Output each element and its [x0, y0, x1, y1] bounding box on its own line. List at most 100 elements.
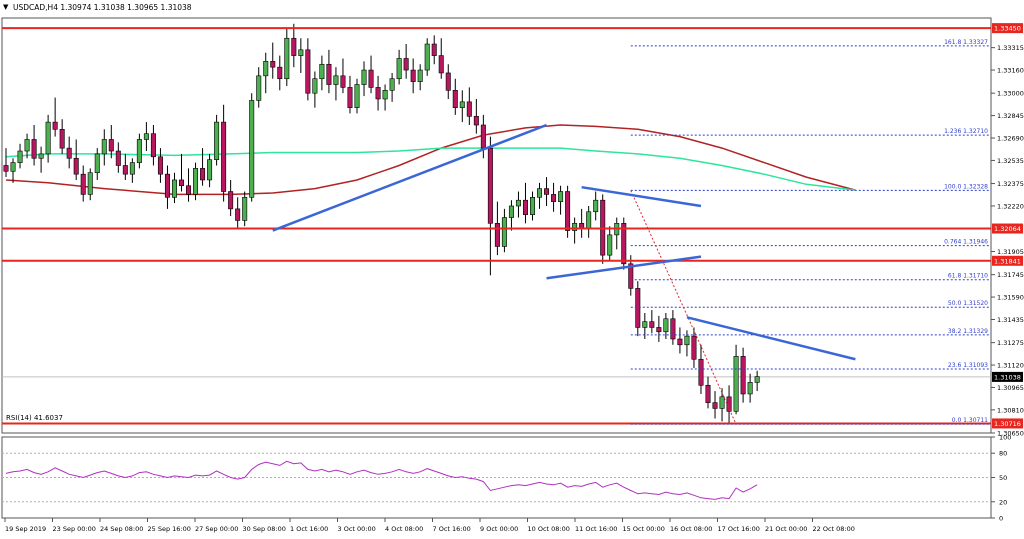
bullish-candle — [586, 211, 592, 230]
bearish-candle — [565, 191, 571, 231]
bullish-candle — [501, 217, 507, 247]
bearish-candle — [221, 121, 227, 192]
trendline — [272, 123, 547, 232]
time-tick-label: 15 Oct 00:00 — [623, 525, 665, 533]
fib-level-label: 38.2 1.31329 — [948, 328, 988, 335]
price-tick-label: 1.32845 — [997, 112, 1024, 120]
bearish-candle — [522, 199, 528, 215]
bearish-candle — [670, 318, 676, 340]
price-tick-label: 1.30965 — [997, 384, 1024, 392]
time-tick-label: 25 Sep 16:00 — [148, 525, 191, 533]
bearish-candle — [59, 129, 65, 149]
bullish-candle — [10, 162, 16, 172]
bearish-candle — [31, 139, 37, 159]
fib-level-label: 161.8 1.33327 — [944, 39, 988, 46]
trendlines — [272, 123, 856, 361]
time-tick-label: 11 Oct 16:00 — [575, 525, 617, 533]
bullish-candle — [417, 69, 423, 82]
bearish-candle — [66, 147, 72, 159]
bearish-candle — [677, 338, 683, 346]
bearish-candle — [80, 173, 86, 195]
trendline — [546, 255, 702, 280]
symbol-readout: USDCAD,H4 1.30974 1.31038 1.30965 1.3103… — [13, 3, 192, 12]
bullish-candle — [733, 356, 739, 412]
bullish-candle — [87, 172, 93, 195]
time-tick-label: 19 Sep 2019 — [5, 525, 46, 533]
bearish-candle — [480, 124, 486, 149]
bullish-candle — [256, 75, 262, 101]
bullish-candle — [284, 37, 290, 80]
bearish-candle — [628, 263, 634, 289]
current-price-tag — [992, 371, 1023, 382]
bearish-candle — [228, 191, 234, 210]
fibonacci-levels: 161.8 1.33327 1.236 1.32710 100.0 1.32328 0… — [630, 39, 991, 425]
rsi-tick-label: 20 — [999, 498, 1007, 506]
bullish-candle — [136, 139, 142, 163]
rsi-readout: RSI(14) 41.6037 — [6, 414, 63, 422]
bullish-candle — [101, 139, 107, 155]
bullish-candle — [214, 121, 220, 161]
bullish-candle — [143, 133, 149, 140]
bearish-candle — [52, 121, 58, 130]
bullish-candle — [719, 396, 725, 409]
bearish-candle — [108, 139, 114, 152]
bullish-candle — [747, 382, 753, 395]
bullish-candle — [459, 101, 465, 108]
price-tick-label: 1.32535 — [997, 157, 1024, 165]
bearish-candle — [551, 194, 557, 202]
bullish-candle — [389, 78, 395, 91]
bearish-candle — [340, 75, 346, 88]
bearish-candle — [3, 165, 9, 172]
fib-level-label: 100.0 1.32328 — [944, 183, 988, 190]
bearish-candle — [466, 101, 472, 117]
bullish-candle — [663, 318, 669, 333]
price-tick-label: 1.31905 — [997, 248, 1024, 256]
time-tick-label: 10 Oct 08:00 — [528, 525, 570, 533]
bullish-candle — [193, 168, 199, 195]
bullish-candle — [298, 49, 304, 56]
bullish-candle — [171, 179, 177, 198]
price-tick-label: 1.33160 — [997, 67, 1024, 75]
time-tick-label: 4 Oct 08:00 — [385, 525, 423, 533]
bearish-candle — [157, 156, 163, 175]
horizontal-levels — [2, 27, 991, 425]
price-tick-label: 1.31435 — [997, 316, 1024, 324]
bullish-candle — [17, 150, 23, 163]
price-tick-label: 1.30650 — [997, 430, 1024, 438]
bearish-candle — [494, 223, 500, 247]
price-tick-label: 1.32220 — [997, 202, 1024, 210]
bearish-candle — [635, 288, 641, 328]
bearish-candle — [73, 157, 79, 175]
level-price-label: 1.33450 — [994, 25, 1021, 33]
bullish-candle — [529, 197, 535, 215]
candles — [3, 23, 760, 425]
bearish-candle — [452, 89, 458, 108]
bearish-candle — [368, 69, 374, 88]
fib-swing-connector — [630, 190, 737, 425]
bullish-candle — [684, 335, 690, 346]
bearish-candle — [115, 150, 121, 166]
level-price-label: 1.30716 — [994, 420, 1021, 428]
svg-text:▼: ▼ — [3, 3, 9, 11]
bearish-candle — [649, 321, 655, 328]
bullish-candle — [129, 162, 135, 175]
bearish-candle — [410, 69, 416, 82]
price-axis: 1.33315 1.33160 1.33000 1.32845 1.32690 1.325… — [991, 23, 1024, 438]
bearish-candle — [277, 66, 283, 80]
fib-level-label: 50.0 1.31520 — [948, 300, 988, 307]
bullish-candle — [207, 159, 213, 181]
bullish-candle — [45, 121, 51, 155]
level-price-label: 1.32064 — [994, 225, 1021, 233]
bullish-candle — [396, 58, 402, 80]
time-tick-label: 3 Oct 00:00 — [338, 525, 376, 533]
bearish-candle — [445, 72, 451, 91]
time-tick-label: 23 Sep 00:00 — [53, 525, 96, 533]
bullish-candle — [249, 100, 255, 198]
bearish-candle — [431, 43, 437, 56]
bullish-candle — [94, 153, 100, 174]
bearish-candle — [375, 87, 381, 100]
bearish-candle — [164, 173, 170, 198]
bearish-candle — [150, 133, 156, 158]
